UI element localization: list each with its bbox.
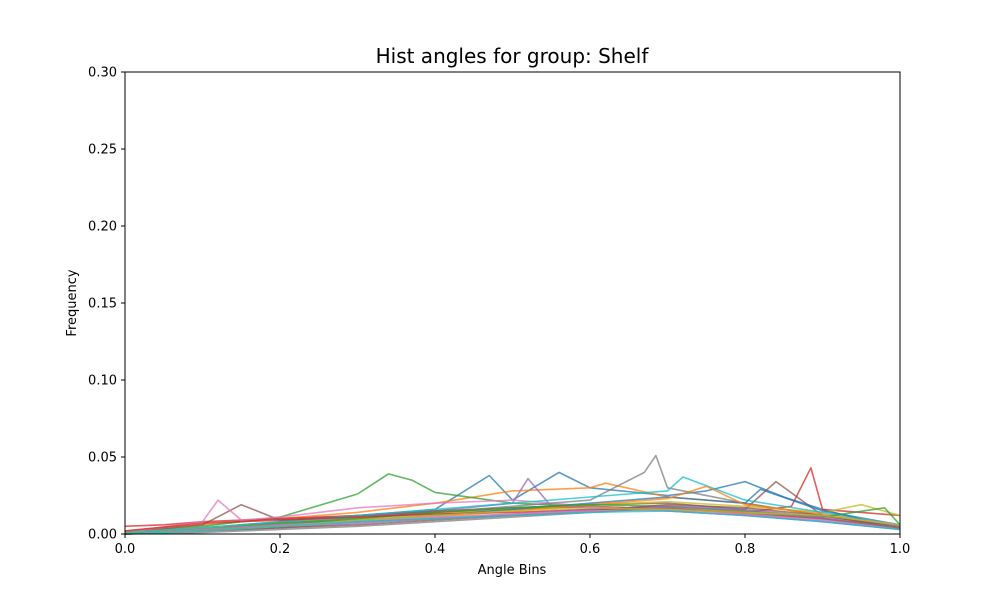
y-tick-label: 0.00 bbox=[88, 528, 117, 543]
x-tick-label: 0.0 bbox=[115, 542, 136, 557]
y-axis-label: Frequency bbox=[65, 269, 80, 336]
y-tick-label: 0.15 bbox=[88, 297, 117, 312]
series-line-19 bbox=[124, 510, 901, 535]
x-axis-label: Angle Bins bbox=[478, 563, 547, 578]
x-tick-label: 0.4 bbox=[425, 542, 446, 557]
y-tick-label: 0.05 bbox=[88, 451, 117, 466]
chart-title: Hist angles for group: Shelf bbox=[376, 44, 650, 68]
x-tick-label: 1.0 bbox=[890, 542, 911, 557]
x-axis: 0.0 0.2 0.4 0.6 0.8 1.0 bbox=[115, 534, 911, 557]
y-tick-label: 0.30 bbox=[88, 66, 117, 81]
y-tick-label: 0.20 bbox=[88, 220, 117, 235]
x-tick-label: 0.2 bbox=[270, 542, 291, 557]
y-axis: 0.00 0.05 0.10 0.15 0.20 0.25 0.30 bbox=[88, 66, 125, 543]
plot-frame bbox=[124, 71, 901, 535]
y-tick-label: 0.10 bbox=[88, 374, 117, 389]
series-line-9 bbox=[124, 476, 901, 534]
x-tick-label: 0.8 bbox=[735, 542, 756, 557]
series-line-16 bbox=[124, 508, 901, 535]
x-tick-label: 0.6 bbox=[580, 542, 601, 557]
series-line-12 bbox=[124, 503, 901, 535]
plot-area bbox=[124, 454, 901, 535]
y-tick-label: 0.25 bbox=[88, 143, 117, 158]
